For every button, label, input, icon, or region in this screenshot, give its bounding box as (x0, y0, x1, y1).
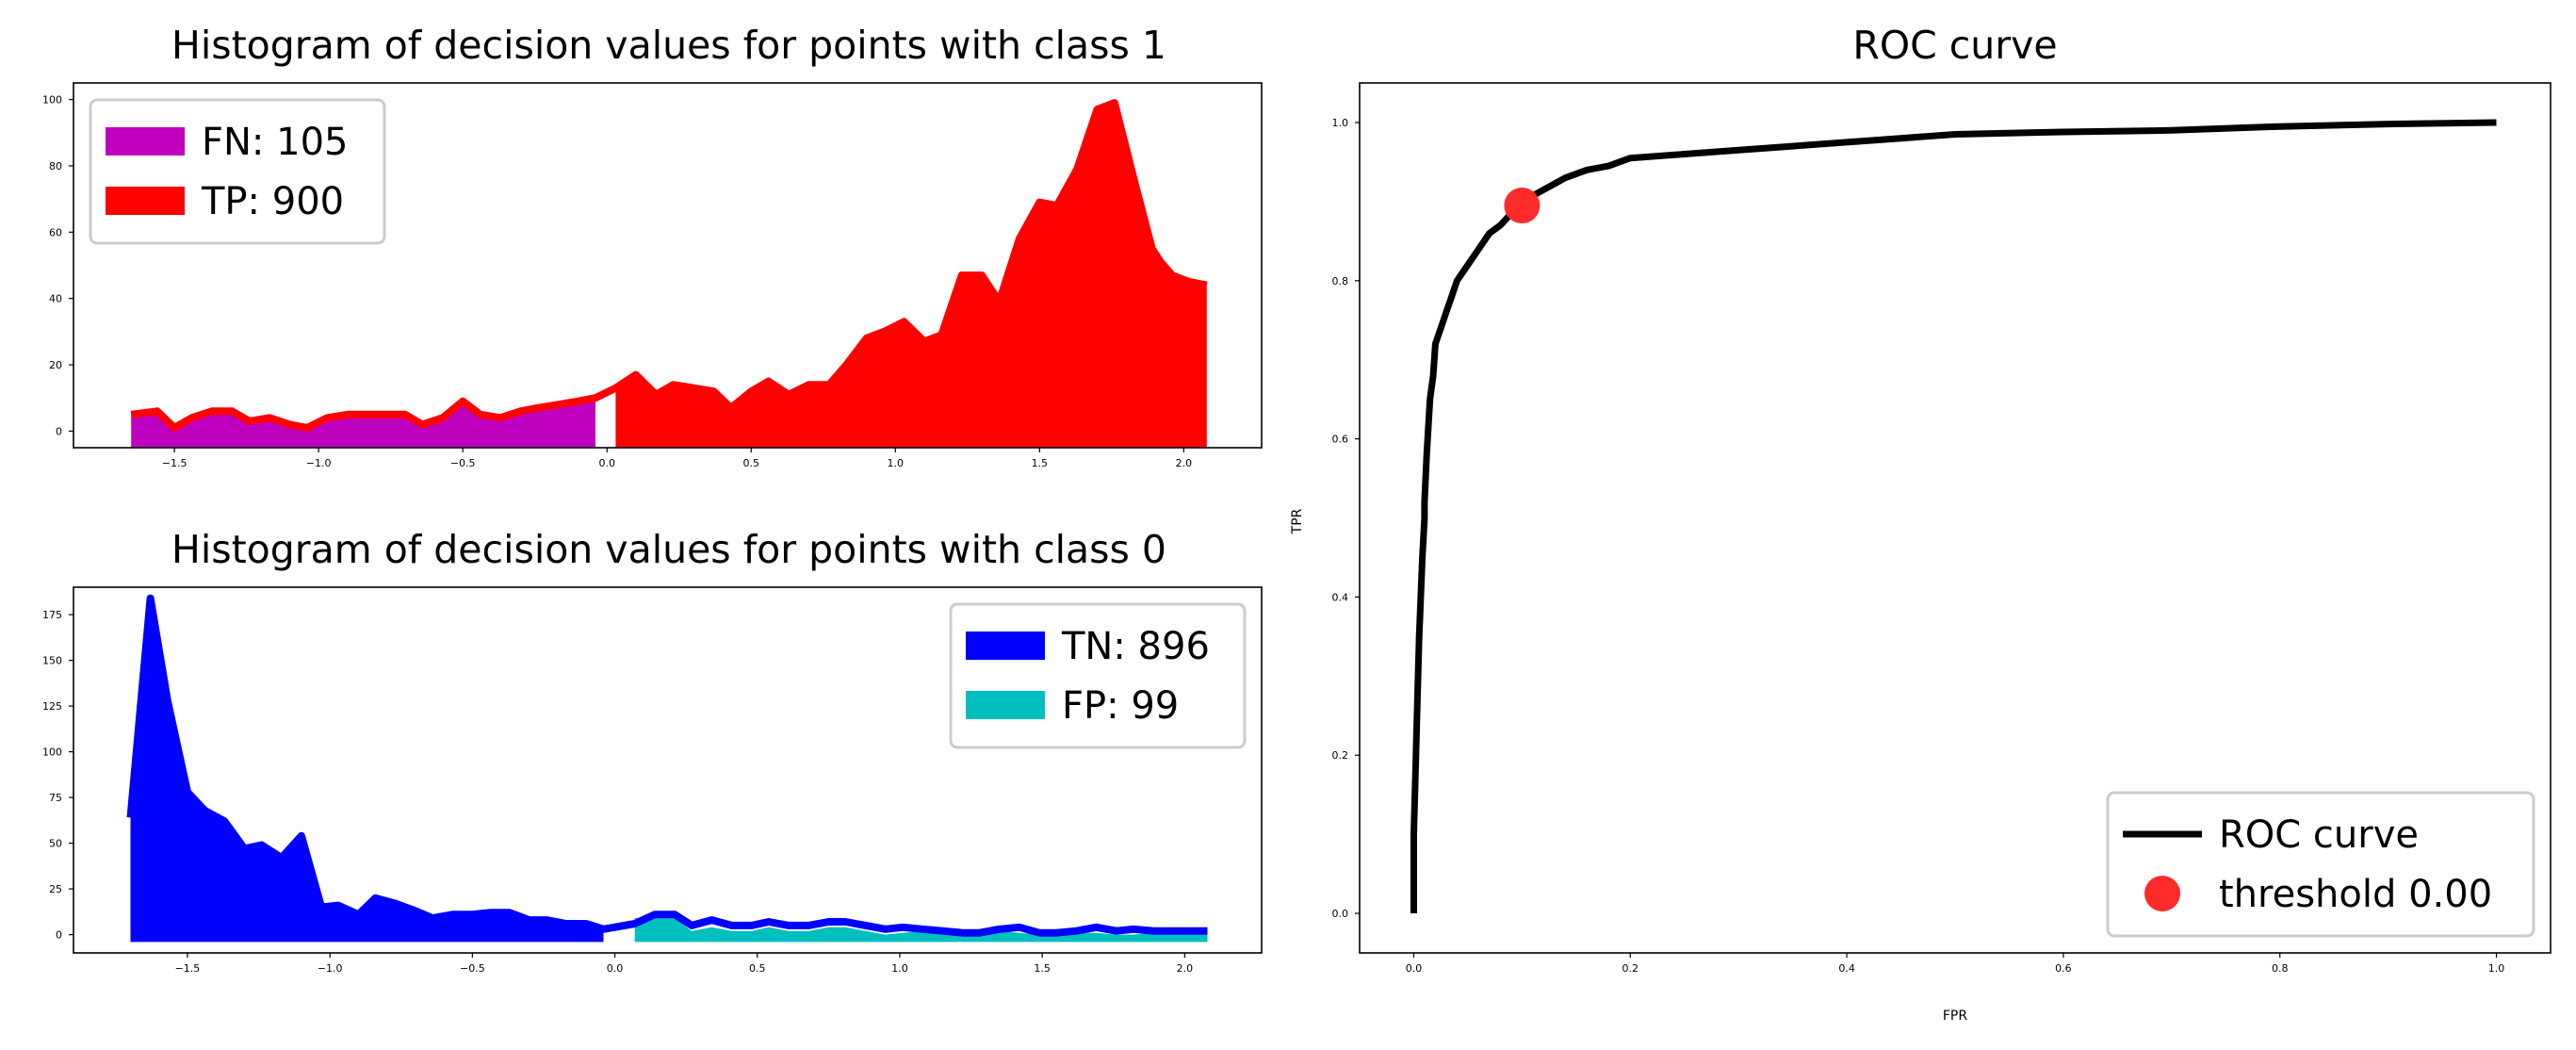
roc-ytick-label: 0.2 (1332, 749, 1349, 762)
class0-plot-area (126, 594, 1208, 943)
roc-xtick-label: 0.4 (1838, 962, 1855, 975)
class0-xtick-label: 1.0 (891, 962, 908, 975)
class1-legend-swatch (106, 187, 185, 215)
roc-axes-frame (1359, 82, 2552, 954)
class0-edge-line (126, 594, 1208, 937)
class0-series-0-area (130, 598, 604, 943)
class0-histogram-panel: Histogram of decision values for points … (42, 527, 1263, 975)
class1-ytick-label: 0 (56, 425, 62, 437)
class0-ytick-label: 150 (42, 655, 62, 667)
class1-ytick-label: 40 (49, 293, 62, 305)
class1-ytick-label: 80 (49, 160, 62, 172)
class0-xtick-label: −1.5 (175, 962, 201, 975)
class1-title: Histogram of decision values for points … (171, 23, 1166, 68)
class1-edge-line (130, 99, 1208, 432)
roc-ytick-label: 0.6 (1332, 434, 1349, 446)
class1-plot-area (130, 99, 1208, 448)
roc-xtick-label: 0.2 (1622, 962, 1639, 975)
roc-xtick-label: 0.0 (1406, 962, 1423, 975)
roc-legend-label: ROC curve (2219, 813, 2419, 857)
class1-legend-label: FN: 105 (202, 121, 348, 164)
roc-legend-box (2106, 791, 2535, 938)
class1-series-0-area (131, 398, 595, 448)
class0-legend-label: FP: 99 (1062, 684, 1179, 728)
class0-legend-label: TN: 896 (1061, 625, 1210, 668)
class0-ytick-label: 125 (42, 700, 62, 713)
class0-legend: TN: 896 FP: 99 (949, 602, 1247, 749)
roc-curve-panel: ROC curve FPR TPR 0.0 0.2 0.4 0.6 0.8 1.0 0.0 0… (1290, 23, 2552, 1024)
roc-legend: ROC curve threshold 0.00 (2106, 791, 2535, 938)
class0-ytick-label: 0 (56, 929, 62, 942)
roc-xtick-label: 0.6 (2055, 962, 2072, 975)
roc-xlabel: FPR (1943, 1009, 1967, 1024)
roc-ytick-label: 0.0 (1332, 908, 1349, 920)
roc-ytick-label: 0.8 (1332, 275, 1349, 287)
class0-ytick-label: 50 (49, 838, 62, 850)
class1-xtick-label: 0.0 (598, 457, 615, 469)
class0-ytick-label: 25 (49, 883, 62, 895)
class0-axes-frame (73, 586, 1263, 954)
class0-xtick-label: 1.5 (1034, 962, 1051, 975)
roc-ylabel: TPR (1290, 508, 1305, 534)
class0-ytick-label: 75 (49, 792, 62, 804)
class1-xtick-label: 1.0 (888, 457, 905, 469)
class1-ytick-label: 100 (42, 94, 62, 107)
class0-xtick-label: 0.5 (749, 962, 766, 975)
roc-xtick-label: 0.8 (2272, 962, 2289, 975)
class0-xtick-label: −1.0 (318, 962, 343, 975)
roc-plot-area (1410, 119, 2497, 913)
class1-xtick-label: 1.5 (1032, 457, 1049, 469)
roc-legend-marker (2144, 876, 2180, 911)
roc-ytick-label: 1.0 (1332, 117, 1349, 129)
class0-xtick-label: 2.0 (1177, 962, 1194, 975)
class1-histogram-panel: Histogram of decision values for points … (42, 23, 1263, 469)
class1-legend-label: TP: 900 (201, 180, 344, 223)
class0-title: Histogram of decision values for points … (171, 527, 1166, 572)
class1-ytick-label: 60 (49, 226, 62, 238)
class0-legend-swatch (966, 691, 1045, 719)
roc-curve-line (1410, 119, 2497, 913)
class1-xtick-label: −1.5 (162, 457, 187, 469)
class1-legend-swatch (106, 127, 185, 156)
class1-xtick-label: −1.0 (306, 457, 332, 469)
class0-legend-swatch (966, 632, 1045, 660)
threshold-point (1504, 188, 1541, 224)
roc-legend-label: threshold 0.00 (2219, 873, 2492, 916)
class1-xtick-label: 2.0 (1176, 457, 1193, 469)
roc-title: ROC curve (1852, 23, 2057, 68)
roc-xtick-label: 1.0 (2488, 962, 2505, 975)
class1-xtick-label: −0.5 (450, 457, 476, 469)
class0-ytick-label: 100 (42, 746, 62, 759)
class1-legend: FN: 105 TP: 900 (89, 98, 386, 245)
class0-ytick-label: 175 (42, 609, 62, 621)
class0-xtick-label: 0.0 (607, 962, 624, 975)
class0-xtick-label: −0.5 (460, 962, 485, 975)
class0-series-1-area (634, 918, 1208, 943)
class1-ytick-label: 20 (49, 359, 62, 371)
roc-ytick-label: 0.4 (1332, 591, 1349, 603)
class1-xtick-label: 0.5 (743, 457, 760, 469)
class1-axes-frame (73, 82, 1263, 449)
class1-series-1-area (615, 103, 1207, 448)
